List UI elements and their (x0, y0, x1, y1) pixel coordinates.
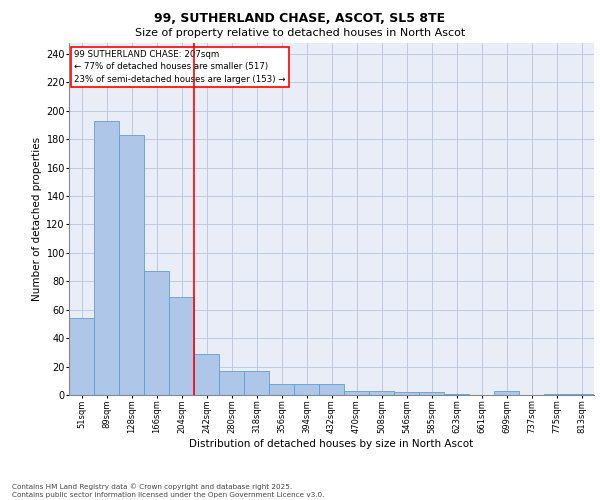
Y-axis label: Number of detached properties: Number of detached properties (32, 136, 42, 301)
Bar (269, 384, 294, 395)
Bar (219, 371, 244, 395)
Text: Contains HM Land Registry data © Crown copyright and database right 2025.
Contai: Contains HM Land Registry data © Crown c… (12, 484, 325, 498)
Bar (569, 394, 594, 395)
Text: 99 SUTHERLAND CHASE: 207sqm
← 77% of detached houses are smaller (517)
23% of se: 99 SUTHERLAND CHASE: 207sqm ← 77% of det… (74, 50, 286, 84)
Bar (344, 390, 369, 395)
Text: Size of property relative to detached houses in North Ascot: Size of property relative to detached ho… (135, 28, 465, 38)
Bar (419, 392, 444, 395)
Bar (544, 394, 569, 395)
Bar (444, 394, 469, 395)
Bar (244, 371, 269, 395)
Bar (144, 272, 169, 395)
X-axis label: Distribution of detached houses by size in North Ascot: Distribution of detached houses by size … (190, 438, 473, 448)
Bar (94, 120, 119, 395)
Text: 99, SUTHERLAND CHASE, ASCOT, SL5 8TE: 99, SUTHERLAND CHASE, ASCOT, SL5 8TE (154, 12, 446, 26)
Bar (169, 297, 194, 395)
Bar (194, 354, 219, 395)
Bar (369, 390, 394, 395)
Bar (319, 384, 344, 395)
Bar (119, 135, 144, 395)
Bar (69, 318, 94, 395)
Bar (394, 392, 419, 395)
Bar (494, 390, 519, 395)
Bar (294, 384, 319, 395)
